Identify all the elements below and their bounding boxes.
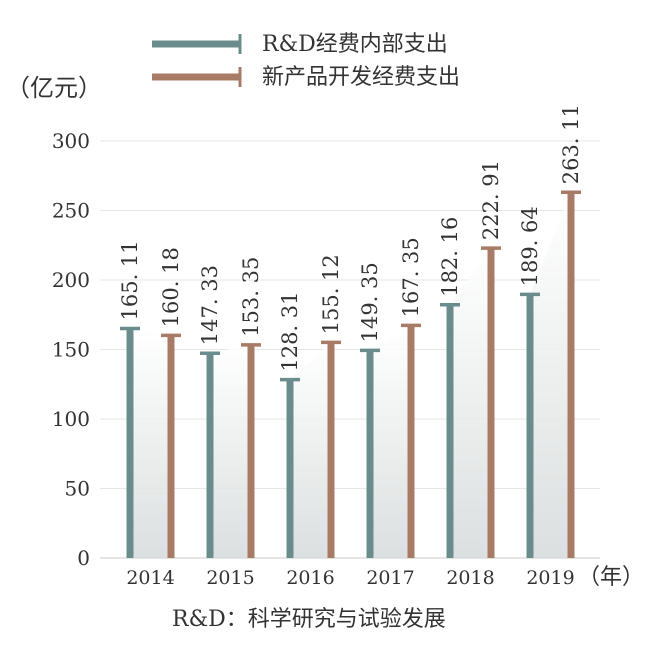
gridlines xyxy=(100,140,600,559)
y-unit-label: （亿元） xyxy=(6,74,102,102)
legend-label-newproduct: 新产品开发经费支出 xyxy=(262,65,460,90)
y-tick-label: 100 xyxy=(52,407,90,431)
y-tick-label: 50 xyxy=(65,477,90,501)
data-label: 222. 91 xyxy=(479,160,503,240)
x-axis-ticks: 2014 2015 2016 2017 2018 2019 xyxy=(126,567,574,589)
x-tick-label: 2015 xyxy=(206,567,254,589)
y-tick-label: 200 xyxy=(52,268,90,292)
x-tick-label: 2016 xyxy=(286,567,334,589)
x-tick-label: 2017 xyxy=(366,567,414,589)
data-label: 167. 35 xyxy=(399,237,423,317)
data-label: 165. 11 xyxy=(118,240,142,320)
bar-pair-shading xyxy=(530,192,571,558)
y-tick-label: 150 xyxy=(52,338,90,362)
bar-pair-shading xyxy=(450,248,491,559)
data-label: 153. 35 xyxy=(239,257,263,337)
bar-pair-shading xyxy=(290,342,331,558)
x-unit-label: （年） xyxy=(578,565,644,590)
bars: 165. 11 160. 18 147. 33 153. 35 128. 31 155. … xyxy=(118,104,583,558)
legend-label-rd: R&D经费内部支出 xyxy=(262,32,448,57)
y-tick-label: 0 xyxy=(77,546,90,570)
footnote: R&D：科学研究与试验发展 xyxy=(172,607,446,632)
x-tick-label: 2018 xyxy=(446,567,494,589)
y-tick-label: 300 xyxy=(52,129,90,153)
y-axis-ticks: 0 50 100 150 200 250 300 xyxy=(52,129,90,570)
data-label: 182. 16 xyxy=(438,217,462,297)
legend: R&D经费内部支出 新产品开发经费支出 xyxy=(152,32,460,90)
bar-pair-shading xyxy=(370,325,411,558)
data-label: 147. 33 xyxy=(198,265,222,345)
data-label: 155. 12 xyxy=(319,254,343,334)
x-tick-label: 2019 xyxy=(526,567,574,589)
y-tick-label: 250 xyxy=(52,199,90,223)
data-label: 189. 64 xyxy=(518,206,542,286)
data-label: 128. 31 xyxy=(278,291,302,371)
data-label: 263. 11 xyxy=(559,104,583,184)
background-shading xyxy=(130,192,571,559)
data-label: 160. 18 xyxy=(159,247,183,327)
bar-pair-shading xyxy=(130,328,171,558)
bar-pair-shading xyxy=(210,344,251,558)
data-label: 149. 35 xyxy=(358,262,382,342)
x-tick-label: 2014 xyxy=(126,567,174,589)
